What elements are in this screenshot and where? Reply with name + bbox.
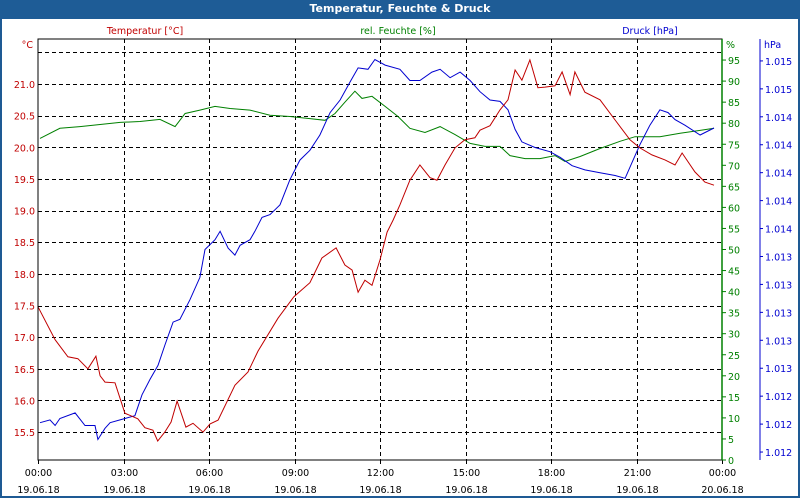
x-tick-date: 19.06.18 [359,485,401,496]
pressure-tick-label: 1.014 [765,225,792,236]
humidity-tick-label: 95 [728,56,740,67]
x-tick-time: 03:00 [111,468,138,479]
series-line-humidity [39,90,715,163]
humidity-tick-label: 70 [728,161,740,172]
temperature-tick-label: 19.5 [14,175,35,186]
humidity-tick-label: 25 [728,351,740,362]
humidity-tick-label: 90 [728,77,740,88]
x-tick-date: 19.06.18 [274,485,316,496]
humidity-tick-label: 5 [728,435,734,446]
humidity-tick-label: 55 [728,224,740,235]
x-tick-date: 19.06.18 [103,485,145,496]
temperature-tick-label: 16.0 [14,396,35,407]
x-tick-time: 09:00 [282,468,309,479]
x-tick-time: 12:00 [367,468,394,479]
x-tick-date: 19.06.18 [188,485,230,496]
humidity-tick-label: 40 [728,288,740,299]
pressure-tick-label: 1.013 [765,308,792,319]
x-tick-date: 19.06.18 [17,485,59,496]
pressure-tick-label: 1.014 [765,197,792,208]
pressure-tick-label: 1.014 [765,113,792,124]
temperature-tick-label: 21.0 [14,80,35,91]
legend-pressure: Druck [hPa] [622,26,678,37]
legend-humidity: rel. Feuchte [%] [360,26,435,37]
x-tick-date: 19.06.18 [445,485,487,496]
x-tick-time: 00:00 [709,468,736,479]
pressure-tick-label: 1.015 [765,57,792,68]
series-line-pressure [39,58,715,441]
humidity-tick-label: 45 [728,267,740,278]
humidity-tick-label: 10 [728,414,740,425]
temperature-tick-label: 17.0 [14,333,35,344]
series-line-temperature [37,58,715,442]
pressure-tick-label: 1.014 [765,169,792,180]
humidity-unit: % [726,40,735,51]
x-tick-date: 20.06.18 [701,485,743,496]
humidity-tick-label: 85 [728,98,740,109]
legend-temperature: Temperatur [°C] [106,26,183,37]
temperature-tick-label: 19.0 [14,207,35,218]
humidity-tick-label: 0 [728,456,734,467]
humidity-tick-label: 20 [728,372,740,383]
humidity-tick-label: 50 [728,246,740,257]
humidity-tick-label: 60 [728,203,740,214]
temperature-tick-label: 16.5 [14,365,35,376]
pressure-tick-label: 1.012 [765,392,792,403]
x-tick-time: 06:00 [196,468,223,479]
temperature-tick-label: 18.0 [14,270,35,281]
temperature-tick-label: 17.5 [14,302,35,313]
humidity-tick-label: 75 [728,140,740,151]
x-tick-time: 18:00 [538,468,565,479]
humidity-tick-label: 65 [728,182,740,193]
pressure-tick-label: 1.012 [765,420,792,431]
x-tick-time: 00:00 [25,468,52,479]
humidity-tick-label: 30 [728,330,740,341]
pressure-tick-label: 1.013 [765,364,792,375]
temperature-unit: °C [22,40,34,51]
humidity-tick-label: 80 [728,119,740,130]
temperature-tick-label: 15.5 [14,428,35,439]
pressure-tick-label: 1.013 [765,336,792,347]
x-tick-time: 21:00 [624,468,651,479]
x-tick-time: 15:00 [453,468,480,479]
pressure-tick-label: 1.014 [765,141,792,152]
humidity-tick-label: 35 [728,309,740,320]
temperature-tick-label: 20.0 [14,143,35,154]
pressure-tick-label: 1.013 [765,252,792,263]
temperature-tick-label: 20.5 [14,112,35,123]
humidity-tick-label: 15 [728,393,740,404]
pressure-tick-label: 1.015 [765,85,792,96]
window-title: Temperatur, Feuchte & Druck [0,0,800,19]
x-tick-date: 19.06.18 [530,485,572,496]
pressure-tick-label: 1.013 [765,280,792,291]
pressure-tick-label: 1.012 [765,448,792,459]
pressure-unit: hPa [764,40,781,51]
x-tick-date: 19.06.18 [616,485,658,496]
temperature-tick-label: 18.5 [14,238,35,249]
